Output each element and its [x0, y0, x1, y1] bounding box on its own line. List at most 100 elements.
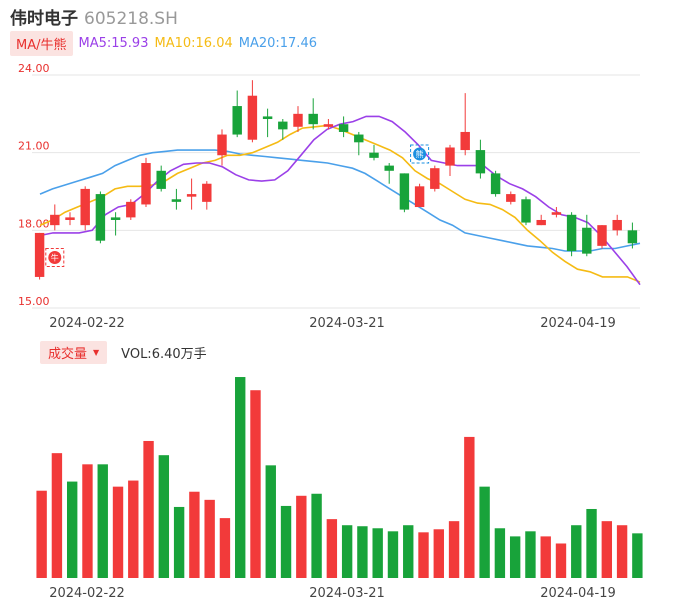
ma-indicator-switch[interactable]: MA/牛熊: [10, 31, 73, 56]
candle-body: [338, 124, 349, 132]
candle-body: [354, 134, 364, 143]
volume-bar: [632, 533, 643, 578]
volume-bar: [540, 536, 551, 578]
candle: [308, 98, 318, 130]
x-tick-label: 2024-03-21: [309, 316, 385, 331]
marker-badge: [48, 251, 62, 265]
x-tick-label: 2024-03-21: [309, 586, 385, 601]
candle: [536, 214, 546, 226]
candle: [34, 232, 45, 280]
candle-body: [460, 131, 470, 151]
volume-bar: [433, 529, 444, 578]
stock-code: 605218.SH: [84, 9, 178, 29]
candle: [247, 80, 258, 143]
price-date-axis: 2024-02-22 2024-03-21 2024-04-19: [49, 316, 616, 331]
stock-header: 伟时电子 605218.SH: [10, 4, 178, 29]
x-tick-label: 2024-02-22: [49, 586, 125, 601]
signal-markers: 牛熊: [45, 144, 430, 268]
candle-body: [384, 165, 394, 171]
candle-body: [445, 147, 455, 166]
candle: [354, 131, 364, 156]
candle: [141, 157, 151, 208]
volume-bar: [357, 526, 368, 578]
candle: [278, 119, 288, 140]
volume-bar: [66, 481, 78, 578]
ma20-legend: MA20:17.46: [238, 36, 317, 51]
candle: [202, 181, 212, 210]
volume-bar: [128, 480, 139, 578]
x-tick-label: 2024-04-19: [540, 586, 616, 601]
candle: [338, 116, 349, 138]
volume-bar: [189, 491, 200, 578]
volume-bar: [250, 390, 261, 578]
candle-body: [232, 106, 242, 135]
volume-bar: [464, 436, 475, 578]
ma10-legend: MA10:16.04: [154, 36, 233, 51]
candle-body: [612, 219, 622, 231]
candle: [186, 178, 197, 210]
volume-bar: [403, 525, 414, 578]
candle-body: [34, 232, 45, 277]
y-tick-label: 15.00: [18, 295, 50, 308]
volume-bar: [372, 528, 383, 578]
candle: [384, 163, 394, 184]
y-tick-label: 21.00: [18, 140, 50, 153]
volume-indicator-switch[interactable]: 成交量 ▼: [40, 341, 108, 364]
candle: [232, 90, 242, 138]
candle-body: [278, 121, 288, 130]
candle-body: [65, 217, 75, 220]
candle-body: [247, 95, 258, 140]
candle: [65, 212, 75, 226]
candle-body: [308, 113, 318, 125]
candle-body: [551, 212, 562, 215]
candle-body: [323, 124, 334, 127]
volume-bar: [616, 525, 628, 578]
candle: [95, 191, 106, 244]
candle-body: [475, 150, 486, 174]
volume-bar: [173, 506, 185, 578]
volume-bar: [158, 455, 170, 578]
stock-name: 伟时电子: [10, 9, 78, 29]
moving-average-lines: [39, 115, 641, 286]
candle-body: [171, 199, 182, 202]
marker-label: 牛: [51, 253, 59, 263]
candle: [414, 183, 425, 208]
candle: [612, 214, 622, 236]
candle-body: [202, 183, 212, 202]
volume-bars: [36, 377, 643, 578]
candle-body: [414, 186, 425, 208]
candle: [597, 225, 607, 249]
candle: [323, 119, 334, 130]
candle-body: [430, 168, 440, 189]
candle-body: [399, 173, 410, 210]
y-tick-label: 24.00: [18, 62, 50, 75]
candle-body: [536, 219, 546, 226]
candle-body: [156, 170, 166, 189]
candle-body: [597, 225, 607, 246]
volume-bar: [265, 465, 276, 578]
ma5-legend: MA5:15.93: [78, 36, 149, 51]
candle-body: [521, 199, 531, 223]
volume-bar: [341, 525, 353, 578]
volume-bar: [586, 508, 597, 578]
volume-legend: 成交量 ▼ VOL:6.40万手: [40, 341, 207, 364]
x-tick-label: 2024-04-19: [540, 316, 616, 331]
volume-bar: [571, 525, 582, 578]
candle: [627, 222, 638, 249]
candle-body: [217, 134, 227, 156]
candle: [506, 191, 516, 205]
candle-body: [627, 230, 638, 244]
ma20-line: [39, 149, 641, 252]
candle: [490, 170, 501, 197]
volume-bar: [235, 377, 246, 578]
candle: [369, 144, 379, 161]
volume-bar: [479, 486, 490, 578]
candle-body: [566, 214, 577, 252]
candle: [521, 196, 531, 226]
candle: [156, 165, 166, 192]
volume-bar: [326, 519, 338, 578]
candle: [430, 165, 440, 192]
candle-body: [141, 163, 151, 205]
ma-legend: MA/牛熊 MA5:15.93 MA10:16.04 MA20:17.46: [10, 31, 323, 56]
